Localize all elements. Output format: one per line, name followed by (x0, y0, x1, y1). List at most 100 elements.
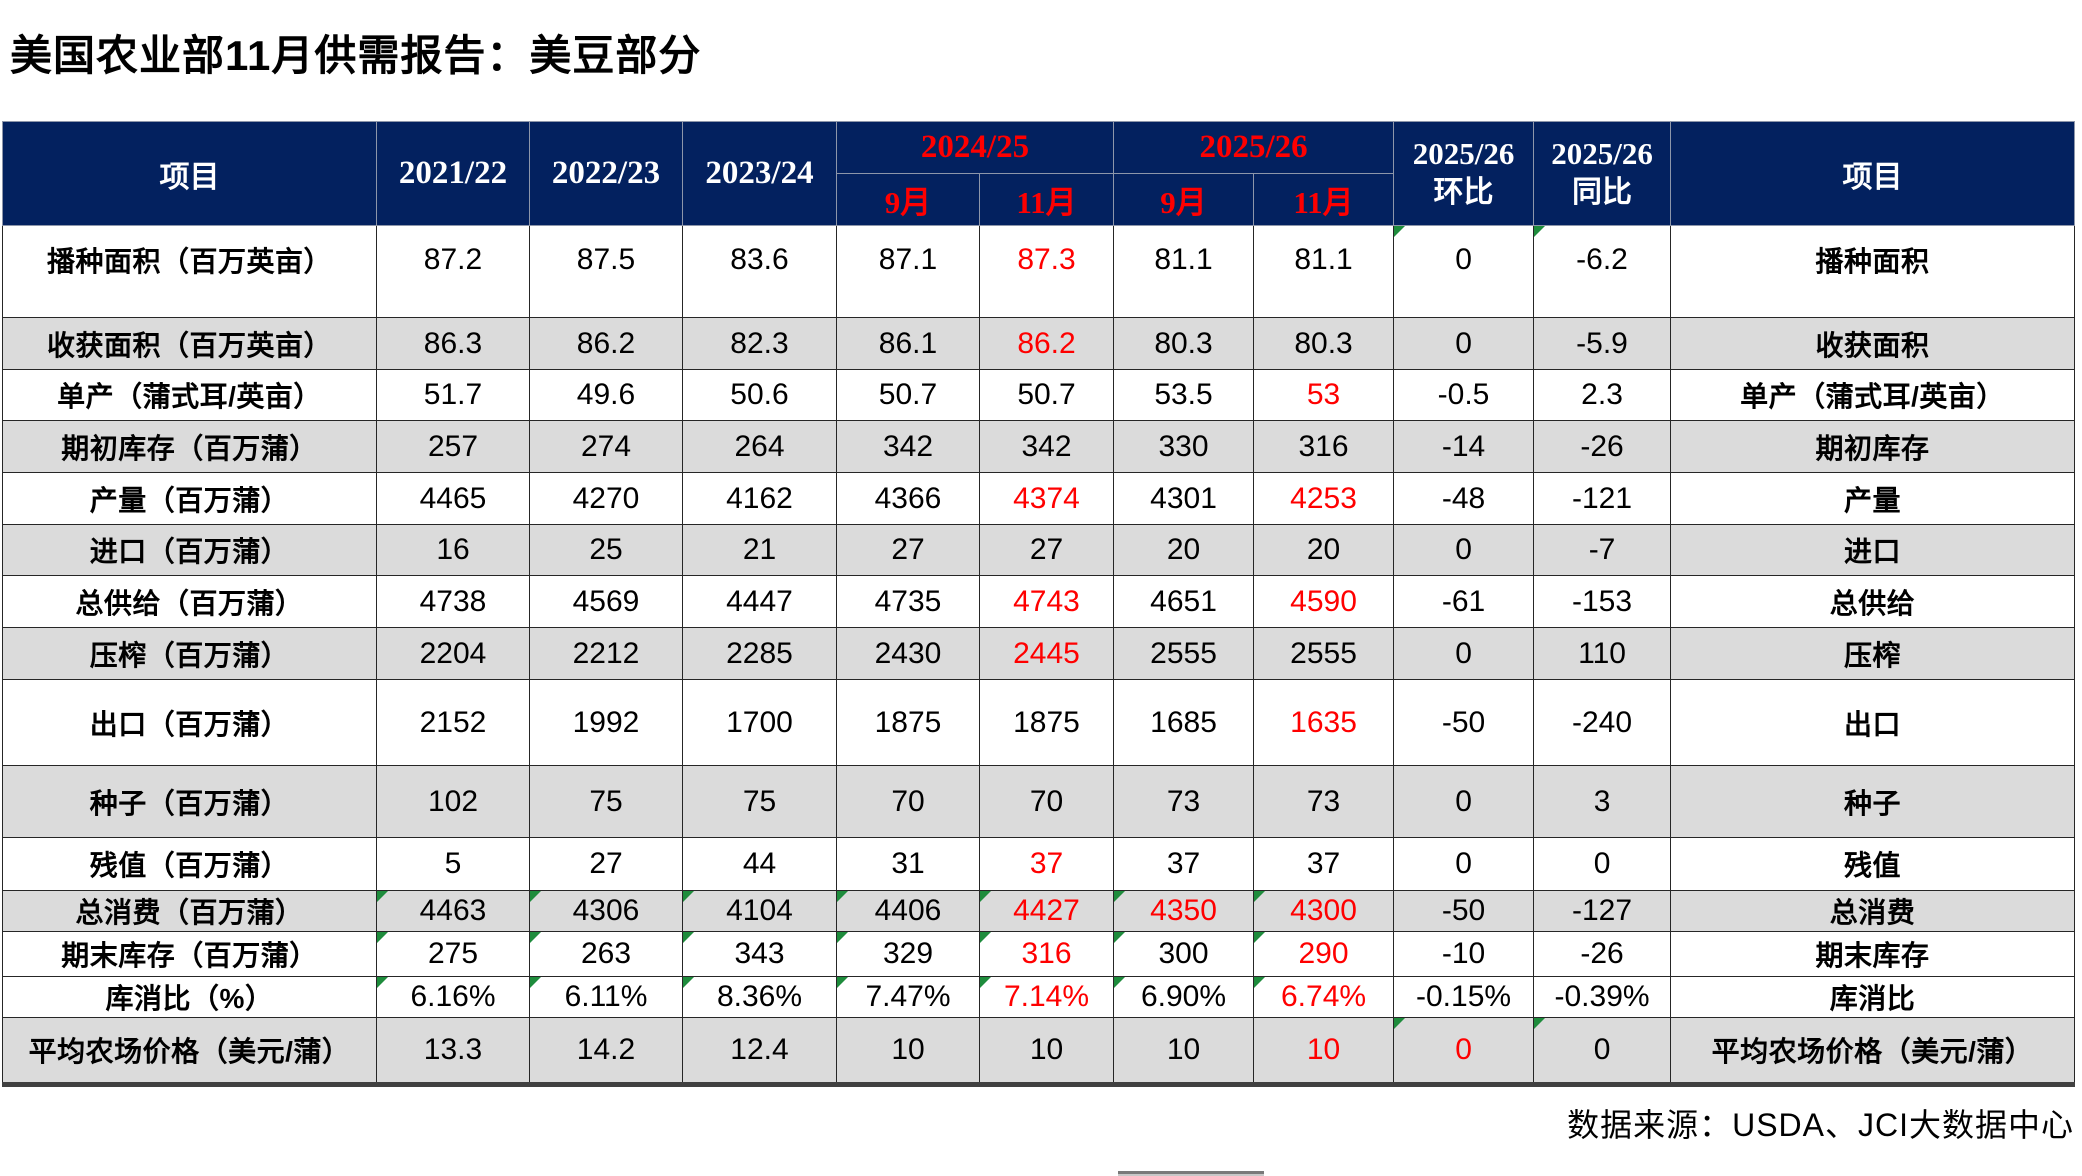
table-row: 产量（百万蒲） 4465 4270 4162 4366 4374 4301 4253 -48 -1… (2, 472, 2076, 525)
cell-r14-c2: 12.4 (682, 1017, 837, 1085)
cell-r13-c1: 6.11% (529, 976, 683, 1018)
cell-r4-c2: 4162 (682, 472, 837, 525)
row-label-right: 种子 (1670, 765, 2076, 838)
error-flag-icon (1394, 1018, 1406, 1029)
cell-r7-c2: 2285 (682, 627, 837, 680)
error-flag-icon (980, 932, 991, 943)
cell-r11-c6: 4300 (1253, 890, 1395, 932)
cell-r13-c5: 6.90% (1113, 976, 1255, 1018)
cell-r2-c0: 51.7 (376, 369, 530, 421)
cell-r10-c7: 0 (1393, 837, 1535, 891)
cell-r4-c3: 4366 (836, 472, 980, 525)
row-label-right: 压榨 (1670, 627, 2076, 680)
error-flag-icon (837, 891, 848, 902)
row-label-left: 种子（百万蒲） (2, 765, 377, 838)
cell-r14-c4: 10 (978, 1017, 1115, 1085)
cell-r10-c2: 44 (682, 837, 837, 891)
header-year-2021-22: 2021/22 (376, 121, 530, 226)
table-header: 项目 2021/22 2022/23 2023/24 2024/25 2025/… (2, 121, 2076, 226)
cell-r12-c2: 343 (682, 931, 837, 977)
row-label-right: 总供给 (1670, 575, 2076, 628)
cell-r10-c6: 37 (1253, 837, 1395, 891)
cell-r3-c1: 274 (529, 420, 683, 473)
row-label-left: 总消费（百万蒲） (2, 890, 377, 932)
source-note: 数据来源：USDA、JCI大数据中心 (1567, 1107, 2074, 1143)
cell-r8-c2: 1700 (682, 679, 837, 766)
cell-r0-c2: 83.6 (682, 225, 837, 318)
row-label-left: 残值（百万蒲） (2, 837, 377, 891)
cell-r14-c0: 13.3 (376, 1017, 530, 1085)
row-label-left: 单产（蒲式耳/英亩） (2, 369, 377, 421)
cell-r9-c6: 73 (1253, 765, 1395, 838)
header-month-2025-nov: 11月 (1253, 173, 1395, 226)
table-row: 平均农场价格（美元/蒲） 13.3 14.2 12.4 10 10 10 10 0 0 平均农场价格… (2, 1017, 2076, 1085)
table-row: 进口（百万蒲） 16 25 21 27 27 20 20 0 -7 进口 (2, 524, 2076, 576)
cell-r5-c1: 25 (529, 524, 683, 576)
row-label-left: 总供给（百万蒲） (2, 575, 377, 628)
cell-r3-c5: 330 (1113, 420, 1255, 473)
cell-r9-c3: 70 (836, 765, 980, 838)
error-flag-icon (530, 891, 541, 902)
error-flag-icon (530, 932, 541, 943)
cell-r1-c8: -5.9 (1533, 317, 1672, 370)
cell-r13-c0: 6.16% (376, 976, 530, 1018)
cell-r1-c1: 86.2 (529, 317, 683, 370)
cell-r12-c6: 290 (1253, 931, 1395, 977)
cell-r1-c0: 86.3 (376, 317, 530, 370)
cell-r0-c8: -6.2 (1533, 225, 1672, 318)
cell-r13-c2: 8.36% (682, 976, 837, 1018)
cell-r8-c4: 1875 (978, 679, 1115, 766)
page-title: 美国农业部11月供需报告：美豆部分 (10, 32, 702, 79)
cell-r9-c1: 75 (529, 765, 683, 838)
cell-r5-c6: 20 (1253, 524, 1395, 576)
table-row: 种子（百万蒲） 102 75 75 70 70 73 73 0 3 种子 (2, 765, 2076, 838)
error-flag-icon (1534, 226, 1546, 237)
cell-r8-c0: 2152 (376, 679, 530, 766)
cell-r10-c0: 5 (376, 837, 530, 891)
cell-r6-c4: 4743 (978, 575, 1115, 628)
cell-r12-c0: 275 (376, 931, 530, 977)
cell-r0-c0: 87.2 (376, 225, 530, 318)
cell-r0-c5: 81.1 (1113, 225, 1255, 318)
cell-r2-c5: 53.5 (1113, 369, 1255, 421)
cell-r6-c2: 4447 (682, 575, 837, 628)
cell-r0-c4: 87.3 (978, 225, 1115, 318)
cell-r9-c0: 102 (376, 765, 530, 838)
cell-r8-c6: 1635 (1253, 679, 1395, 766)
cell-r7-c3: 2430 (836, 627, 980, 680)
cell-r1-c5: 80.3 (1113, 317, 1255, 370)
cell-r4-c6: 4253 (1253, 472, 1395, 525)
cell-r13-c6: 6.74% (1253, 976, 1395, 1018)
cell-r3-c8: -26 (1533, 420, 1672, 473)
header-mom-year: 2025/26 (1412, 136, 1515, 172)
header-month-2024-sep: 9月 (836, 173, 980, 226)
cell-r8-c8: -240 (1533, 679, 1672, 766)
cell-r5-c5: 20 (1113, 524, 1255, 576)
cell-r7-c0: 2204 (376, 627, 530, 680)
row-label-left: 压榨（百万蒲） (2, 627, 377, 680)
cell-r3-c7: -14 (1393, 420, 1535, 473)
error-flag-icon (980, 891, 991, 902)
cell-r12-c4: 316 (978, 931, 1115, 977)
error-flag-icon (1114, 977, 1126, 988)
cell-r4-c0: 4465 (376, 472, 530, 525)
cell-r2-c2: 50.6 (682, 369, 837, 421)
cell-r10-c4: 37 (978, 837, 1115, 891)
header-year-2023-24: 2023/24 (682, 121, 837, 226)
cell-r13-c8: -0.39% (1533, 976, 1672, 1018)
cell-r10-c1: 27 (529, 837, 683, 891)
cell-r2-c6: 53 (1253, 369, 1395, 421)
error-flag-icon (1534, 1018, 1546, 1029)
error-flag-icon (1254, 977, 1266, 988)
cell-r6-c7: -61 (1393, 575, 1535, 628)
cell-r6-c8: -153 (1533, 575, 1672, 628)
cell-r12-c8: -26 (1533, 931, 1672, 977)
row-label-left: 库消比（%） (2, 976, 377, 1018)
header-yoy: 2025/26 同比 (1533, 121, 1672, 226)
cell-r8-c1: 1992 (529, 679, 683, 766)
header-group-2025-26: 2025/26 (1113, 121, 1395, 174)
error-flag-icon (837, 977, 848, 988)
cell-r10-c5: 37 (1113, 837, 1255, 891)
row-label-right: 单产（蒲式耳/英亩） (1670, 369, 2076, 421)
cell-r11-c1: 4306 (529, 890, 683, 932)
